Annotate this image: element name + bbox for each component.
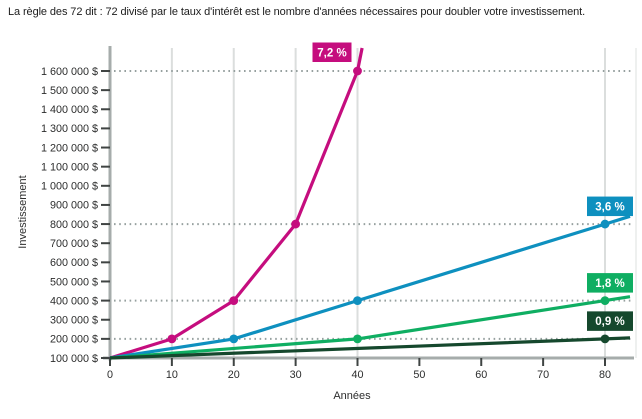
y-tick-label: 1 400 000 $ [41, 104, 98, 116]
series-label-box [312, 42, 352, 63]
x-tick-label: 80 [599, 369, 611, 381]
x-tick-label: 10 [166, 369, 178, 381]
y-tick-label: 500 000 $ [50, 276, 98, 288]
series-label-box [587, 273, 633, 293]
series-line-2 [109, 295, 631, 360]
chart-title: La règle des 72 dit : 72 divisé par le t… [8, 6, 586, 18]
y-tick-label: 900 000 $ [50, 200, 98, 212]
y-tick-label: 300 000 $ [50, 315, 98, 327]
x-tick-label: 40 [351, 369, 363, 381]
data-point [600, 219, 610, 229]
data-point [600, 296, 610, 306]
data-point [353, 66, 362, 76]
series-label-box [587, 311, 633, 331]
x-axis-title: Années [333, 390, 371, 402]
x-tick-label: 30 [290, 369, 302, 381]
y-tick-label: 1 100 000 $ [41, 161, 98, 173]
y-tick-label: 1 200 000 $ [41, 142, 98, 154]
data-point [600, 334, 610, 344]
series-label: 7,2 % [317, 47, 346, 59]
series-label: 0,9 % [595, 316, 624, 328]
data-point [353, 334, 362, 344]
y-tick-label: 1 600 000 $ [41, 66, 98, 78]
data-point [353, 296, 362, 306]
data-point [229, 296, 239, 306]
x-tick-label: 0 [107, 369, 113, 381]
data-point [291, 219, 301, 229]
y-tick-label: 1 000 000 $ [41, 181, 98, 193]
y-tick-label: 600 000 $ [50, 257, 98, 269]
y-tick-label: 1 300 000 $ [41, 123, 98, 135]
y-tick-label: 200 000 $ [50, 334, 98, 346]
y-tick-label: 800 000 $ [50, 219, 98, 231]
series-label: 3,6 % [595, 201, 624, 213]
data-point [167, 334, 177, 344]
y-tick-label: 700 000 $ [50, 238, 98, 250]
data-point [229, 334, 239, 344]
x-tick-label: 20 [228, 369, 240, 381]
x-tick-label: 70 [537, 369, 549, 381]
series-label: 1,8 % [595, 278, 624, 290]
x-tick-label: 50 [413, 369, 425, 381]
series-label-box [587, 196, 633, 217]
y-tick-label: 100 000 $ [50, 353, 98, 365]
series-line-3 [109, 336, 631, 360]
y-tick-label: 1 500 000 $ [41, 85, 98, 97]
x-tick-label: 60 [475, 369, 487, 381]
y-axis-title: Investissement [17, 175, 29, 249]
y-tick-label: 400 000 $ [50, 295, 98, 307]
